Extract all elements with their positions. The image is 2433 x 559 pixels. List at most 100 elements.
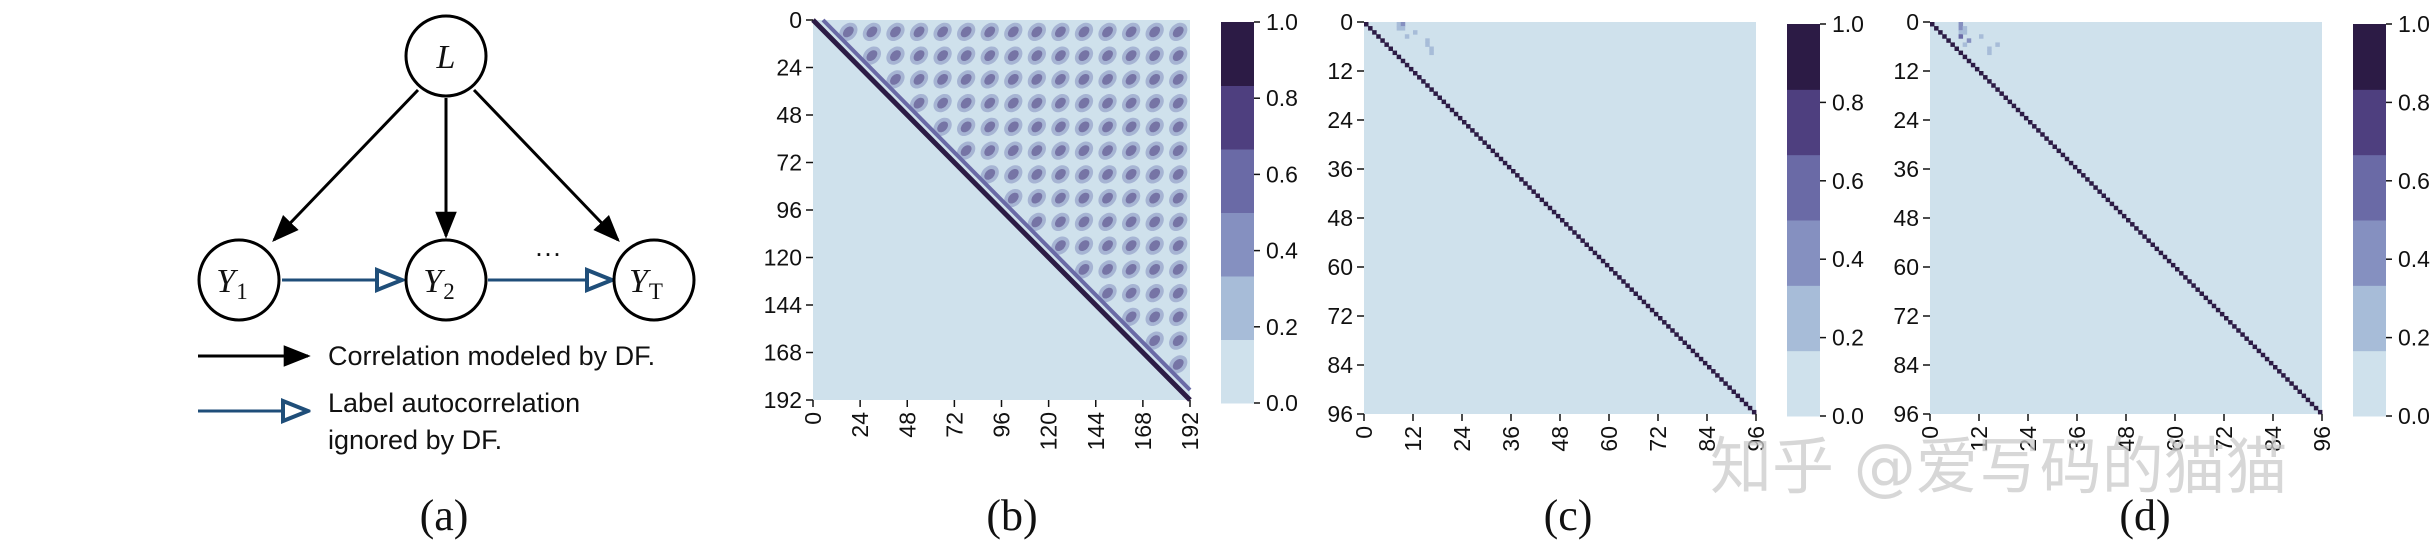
heatmap-b-cell-blob-core — [1078, 73, 1090, 85]
heatmap-d-diagonal-cell — [2170, 262, 2176, 268]
heatmap-c-diagonal-cell — [1633, 291, 1638, 296]
heatmap-c-ytick-label: 84 — [1327, 352, 1353, 378]
heatmap-d-diagonal-cell — [2179, 271, 2184, 276]
heatmap-c-diagonal-cell — [1470, 128, 1475, 133]
heatmap-c-diagonal-cell — [1478, 136, 1483, 141]
legend-hollow-label-1: Label autocorrelation — [328, 388, 580, 418]
heatmap-d-offdiag-cell — [1958, 30, 1964, 35]
heatmap-b-cell-blob-core — [1078, 240, 1090, 252]
heatmap-b-cell-blob-core — [1172, 240, 1184, 252]
heatmap-d-diagonal-cell — [2032, 124, 2037, 129]
heatmap-b-cell-blob-core — [1102, 192, 1113, 204]
heatmap-d-xtick-label: 72 — [2211, 426, 2237, 452]
heatmap-c-offdiag-cell — [1429, 50, 1434, 56]
heatmap-b-diagonal-band — [821, 18, 1192, 392]
heatmap-c-diagonal-cell — [1613, 271, 1618, 276]
heatmap-b-ytick-label: 168 — [764, 340, 802, 366]
heatmap-b-cell-blob-core — [1172, 168, 1184, 180]
heatmap-b-cell-blob-core — [1149, 145, 1161, 157]
heatmap-b-cell-blob-core — [1007, 50, 1019, 62]
panel-a-diagram: L Y1 Y2 YT ··· Correlation modeled by DF… — [197, 14, 696, 540]
heatmap-c-diagonal-cell — [1372, 30, 1377, 35]
heatmap-d-diagonal-cell — [2007, 99, 2013, 105]
heatmap-d-diagonal-cell — [1962, 54, 1968, 60]
heatmap-b-cell-blob-core — [1102, 168, 1113, 180]
heatmap-c-diagonal-cell — [1404, 62, 1410, 68]
heatmap-c-ytick-label: 60 — [1327, 254, 1353, 280]
heatmap-d-colorbar-segment — [2353, 285, 2386, 352]
heatmap-c-diagonal-cell — [1380, 38, 1385, 43]
heatmap-c-diagonal-cell — [1551, 209, 1557, 215]
heatmap-b-cell-blob-core — [1125, 26, 1137, 38]
heatmap-d-diagonal-cell — [1987, 79, 1992, 84]
heatmap-d-diagonal-cell — [2154, 246, 2160, 252]
heatmap-c-xtick-label: 24 — [1449, 426, 1475, 452]
heatmap-b-cell-blob-core — [1149, 335, 1161, 347]
heatmap-d-diagonal-cell — [2134, 226, 2139, 231]
heatmap-b-cell-blob-core — [1078, 145, 1090, 157]
heatmap-d-diagonal-cell — [1950, 42, 1955, 47]
heatmap-d-xtick-label: 60 — [2162, 426, 2188, 452]
heatmap-c-diagonal-cell — [1596, 254, 1602, 260]
heatmap-b-cell-blob-core — [1149, 287, 1161, 299]
heatmap-b-ytick-label: 24 — [776, 55, 802, 81]
heatmap-c-diagonal-cell — [1625, 283, 1630, 288]
heatmap-b-cell-blob-core — [1078, 26, 1090, 38]
heatmap-c-diagonal-cell — [1604, 262, 1610, 268]
heatmap-d-colorbar-segment — [2353, 350, 2386, 417]
heatmap-b-cell-blob-core — [1149, 26, 1161, 38]
heatmap-d-ytick-label: 72 — [1893, 303, 1919, 329]
heatmap-c-xtick-label: 72 — [1645, 426, 1671, 452]
heatmap-c-diagonal-cell — [1449, 107, 1455, 113]
heatmap-c-diagonal-cell — [1747, 405, 1753, 411]
heatmap-b-cell-blob-core — [1172, 145, 1184, 157]
heatmap-b-cell-blob-core — [1172, 311, 1184, 323]
heatmap-d-diagonal-cell — [2081, 173, 2086, 178]
heatmap-d-colorbar-tick-label: 1.0 — [2398, 11, 2430, 37]
heatmap-b-cell-blob-core — [1149, 192, 1161, 204]
heatmap-c-colorbar-segment — [1787, 154, 1820, 221]
heatmap-c-diagonal-cell — [1388, 46, 1393, 51]
heatmap-c-diagonal-cell — [1609, 267, 1614, 272]
heatmap-b-cell-blob-core — [1172, 73, 1184, 85]
heatmap-d-ytick-label: 24 — [1893, 107, 1919, 133]
heatmap-d-colorbar-tick-label: 0.6 — [2398, 168, 2430, 194]
heatmap-d-diagonal-cell — [2121, 213, 2127, 219]
heatmap-b-cell-blob-core — [1102, 240, 1113, 252]
heatmap-c-offdiag-cell — [1404, 34, 1410, 39]
heatmap-c-diagonal-cell — [1682, 340, 1687, 345]
heatmap-b-cell-blob-core — [1172, 287, 1184, 299]
heatmap-c-diagonal-cell — [1711, 369, 1716, 374]
heatmap-d-ytick-label: 36 — [1893, 156, 1919, 182]
caption-d: (d) — [2119, 491, 2170, 540]
heatmap-d-ytick-label: 60 — [1893, 254, 1919, 280]
heatmap-c-diagonal-cell — [1425, 83, 1430, 88]
watermark: 知乎 @爱写码的猫猫 — [1710, 430, 2288, 503]
heatmap-c-diagonal-cell — [1560, 218, 1565, 223]
heatmap-c-diagonal-cell — [1617, 275, 1622, 280]
heatmap-c-diagonal-cell — [1408, 66, 1414, 72]
heatmap-d-offdiag-cell — [1966, 38, 1972, 43]
heatmap-c-diagonal-cell — [1474, 132, 1479, 137]
heatmap-d-colorbar-tick-label: 0.4 — [2398, 246, 2430, 272]
heatmap-b-colorbar-segment — [1221, 212, 1254, 277]
heatmap-d-diagonal-cell — [2219, 311, 2225, 317]
heatmap-c-xtick-label: 48 — [1547, 426, 1573, 452]
heatmap-d-diagonal-cell — [2268, 360, 2274, 366]
heatmap-b-cell-blob-core — [960, 50, 972, 62]
heatmap-c-colorbar-tick-label: 0.4 — [1832, 246, 1864, 272]
heatmap-b-cell-blob-core — [1055, 50, 1066, 62]
heatmap-d-diagonal-cell — [1974, 66, 1980, 72]
heatmap-d-diagonal-cell — [2060, 152, 2066, 158]
heatmap-d-diagonal-cell — [1999, 91, 2004, 96]
heatmap-d-diagonal-cell — [2150, 242, 2155, 247]
heatmap-c-diagonal-cell — [1453, 111, 1459, 117]
heatmap-c-diagonal-cell — [1702, 360, 1708, 366]
heatmap-b-colorbar-tick-label: 0.4 — [1266, 238, 1298, 264]
heatmap-c-colorbar-tick-label: 1.0 — [1832, 11, 1864, 37]
heatmap-c-diagonal-cell — [1527, 185, 1532, 190]
heatmap-b-cell-blob-core — [1078, 263, 1090, 275]
heatmap-d-diagonal-cell — [2101, 193, 2106, 198]
heatmap-b-cell-blob-core — [842, 26, 854, 38]
heatmap-d-ytick-label: 84 — [1893, 352, 1919, 378]
